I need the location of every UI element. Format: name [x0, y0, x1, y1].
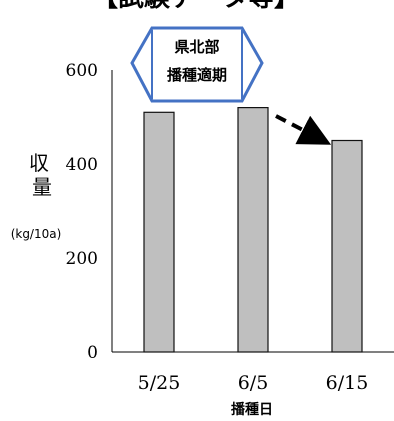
y-axis-unit: (kg/10a) — [11, 227, 62, 241]
y-tick-label: 400 — [66, 155, 98, 175]
trend-arrow — [275, 114, 332, 145]
annotation-hexagon — [130, 26, 264, 103]
x-tick-label: 6/15 — [326, 372, 369, 394]
y-axis-label-char-1: 収 — [29, 151, 49, 175]
y-tick-label: 200 — [66, 249, 98, 269]
annotation-box: 県北部 播種適期 — [130, 26, 264, 103]
bar — [331, 139, 363, 353]
y-axis-label-char-2: 量 — [32, 175, 52, 199]
x-tick-label: 6/5 — [238, 372, 269, 394]
bar — [143, 111, 175, 353]
chart-title: 【試験データ等】 — [92, 0, 300, 13]
annotation-line-2: 播種適期 — [167, 66, 227, 84]
x-tick-label: 5/25 — [138, 372, 181, 394]
bar — [237, 106, 269, 353]
x-axis-label: 播種日 — [231, 401, 273, 418]
y-tick-label: 600 — [66, 61, 98, 81]
annotation-line-1: 県北部 — [174, 38, 219, 56]
y-axis-label: 収 量 — [29, 151, 55, 199]
y-tick-label: 0 — [87, 343, 98, 363]
